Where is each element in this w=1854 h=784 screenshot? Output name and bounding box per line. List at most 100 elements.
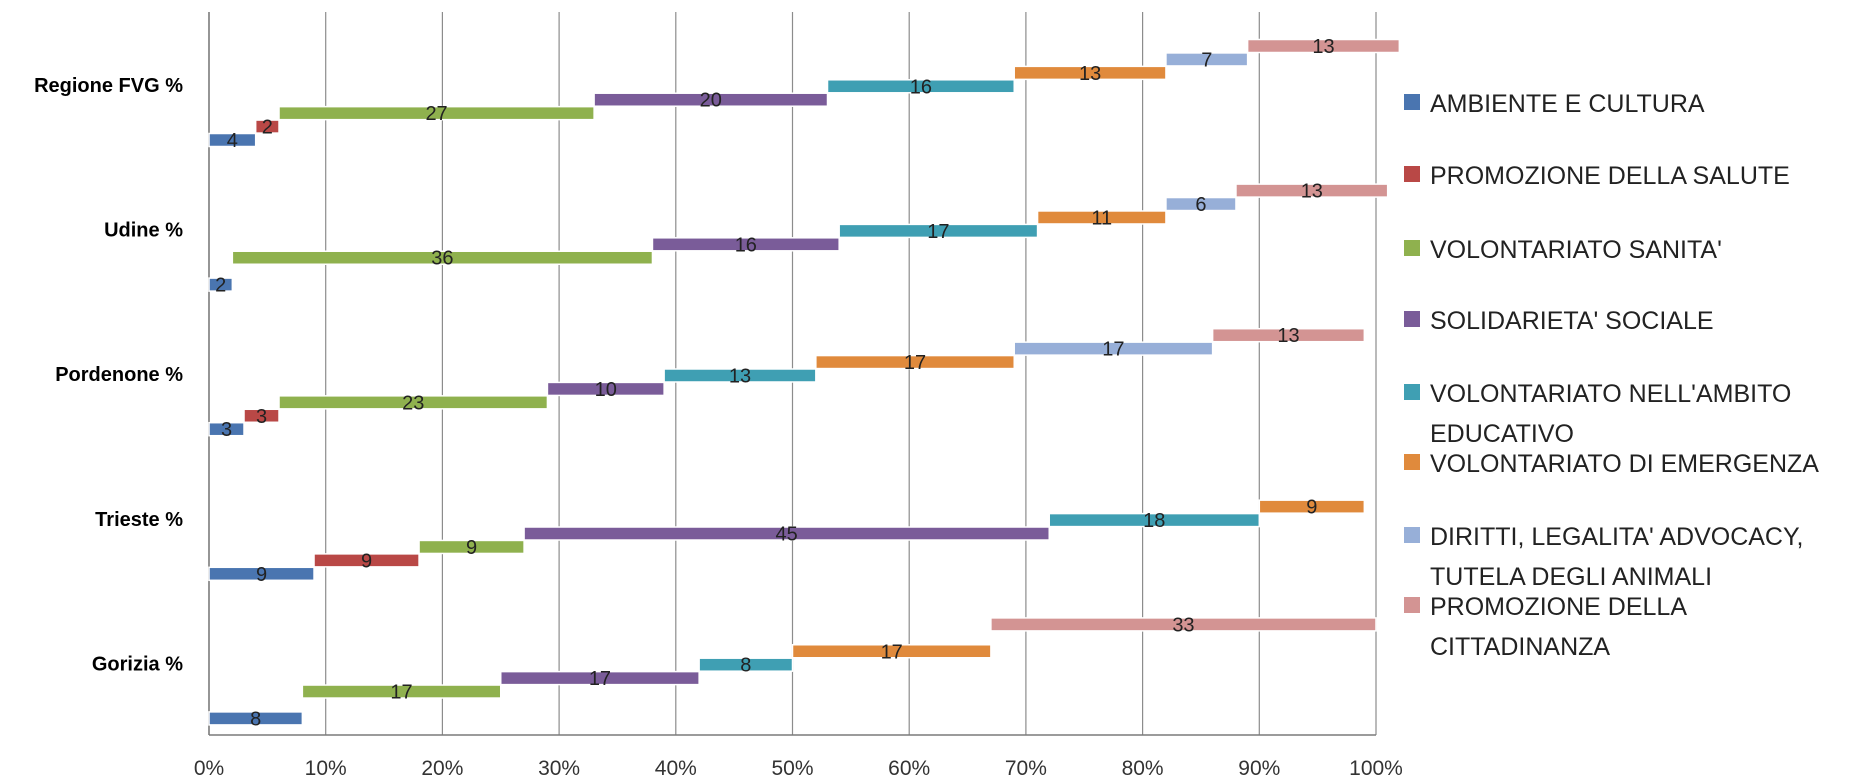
legend-label: VOLONTARIATO NELL'AMBITO [1430,380,1791,408]
bar-volontariato-nell-ambito-educativo [698,657,794,672]
data-label: 17 [881,641,903,663]
legend-item-ambiente-e-cultura: AMBIENTE E CULTURA [1404,90,1705,118]
category-label: Regione FVG % [34,75,183,97]
bar-ambiente-e-cultura [208,421,245,437]
legend-item-volontariato-sanita: VOLONTARIATO SANITA' [1404,236,1722,264]
bar-promozione-della-cittadinanza [1211,327,1366,343]
bar-volontariato-sanita [301,684,502,699]
bar-promozione-della-salute [313,553,420,568]
bar-ambiente-e-cultura [208,711,304,726]
data-label: 8 [250,708,261,730]
bar-promozione-della-cittadinanza [990,617,1377,632]
bar-solidarieta-sociale [523,526,1050,541]
bar-volontariato-di-emergenza [1013,65,1167,81]
x-tick-label: 90% [1238,757,1280,780]
data-label: 6 [1195,194,1206,216]
legend-label: VOLONTARIATO SANITA' [1430,236,1722,264]
data-label: 45 [776,524,798,546]
legend-item-promozione-della-salute: PROMOZIONE DELLA SALUTE [1404,162,1790,190]
data-label: 13 [1301,181,1323,203]
data-label: 18 [1143,510,1165,532]
legend-swatch [1404,597,1420,613]
bar-volontariato-nell-ambito-educativo [663,368,817,383]
legend-item-promozione-della-cittadinanza: PROMOZIONE DELLA CITTADINANZA [1404,593,1687,661]
data-label: 8 [740,655,751,677]
data-label: 17 [904,352,926,374]
data-label: 2 [262,117,273,139]
legend-label: PROMOZIONE DELLA [1430,593,1687,621]
bar-volontariato-nell-ambito-educativo [838,223,1039,239]
bar-diritti-legalita-advocacy-tutela-degli-animali [1165,52,1249,67]
bar-solidarieta-sociale [500,670,700,686]
x-tick-label: 30% [538,757,580,780]
legend-label: AMBIENTE E CULTURA [1430,90,1705,118]
data-label: 17 [927,221,949,243]
data-label: 17 [390,682,412,704]
data-label: 2 [215,275,226,297]
bar-diritti-legalita-advocacy-tutela-degli-animali [1013,341,1214,356]
data-label: 17 [589,668,611,690]
bar-volontariato-sanita [278,105,595,121]
data-label: 9 [361,550,372,572]
legend-swatch [1404,166,1420,182]
legend: AMBIENTE E CULTURA PROMOZIONE DELLA SALUT… [1404,90,1819,661]
legend-label: CITTADINANZA [1430,633,1610,661]
legend-item-diritti-legalita-advocacy-tutela-degli-animali: DIRITTI, LEGALITA' ADVOCACY, TUTELA DEGLI… [1404,523,1803,591]
data-label: 33 [1172,614,1194,636]
legend-label: DIRITTI, LEGALITA' ADVOCACY, [1430,523,1803,551]
bar-solidarieta-sociale [546,381,665,397]
legend-label: SOLIDARIETA' SOCIALE [1430,307,1714,335]
legend-swatch [1404,384,1420,400]
bar-ambiente-e-cultura [208,132,257,148]
bar-promozione-della-salute [254,119,280,134]
data-label: 13 [1277,325,1299,347]
legend-label: TUTELA DEGLI ANIMALI [1430,563,1712,591]
data-labels: 4227201613713236161711613332310131717139… [215,36,1335,730]
category-label: Trieste % [95,509,183,531]
x-tick-label: 100% [1349,757,1403,780]
bar-ambiente-e-cultura [208,277,234,292]
data-label: 4 [227,130,238,152]
data-label: 9 [1306,497,1317,519]
x-tick-label: 70% [1005,757,1047,780]
data-label: 20 [700,90,722,112]
bar-volontariato-sanita [418,539,525,555]
x-tick-label: 10% [305,757,347,780]
data-label: 13 [1312,36,1334,58]
x-tick-label: 80% [1122,757,1164,780]
bars [208,38,1401,726]
bar-promozione-della-salute [243,408,280,424]
bar-volontariato-sanita [278,395,549,410]
legend-label: EDUCATIVO [1430,420,1574,448]
x-tick-label: 20% [421,757,463,780]
bar-promozione-della-cittadinanza [1235,183,1389,198]
legend-item-volontariato-nell-ambito-educativo: VOLONTARIATO NELL'AMBITO EDUCATIVO [1404,380,1791,448]
legend-item-solidarieta-sociale: SOLIDARIETA' SOCIALE [1404,307,1714,335]
x-tick-label: 40% [655,757,697,780]
category-labels: Regione FVG % Udine % Pordenone % Trieste %… [34,75,183,675]
category-label: Pordenone % [55,364,183,386]
bar-volontariato-sanita [231,250,654,265]
data-label: 13 [1079,63,1101,85]
data-label: 17 [1102,339,1124,361]
bar-volontariato-di-emergenza [1036,210,1167,225]
x-tick-label: 0% [194,757,224,780]
legend-swatch [1404,240,1420,256]
bar-ambiente-e-cultura [208,566,315,582]
data-label: 16 [735,234,757,256]
data-label: 13 [729,365,751,387]
bar-volontariato-di-emergenza [791,644,992,659]
category-label: Gorizia % [92,653,183,675]
data-label: 10 [595,379,617,401]
category-label: Udine % [104,220,183,242]
legend-swatch [1404,454,1420,470]
bar-volontariato-nell-ambito-educativo [1048,512,1261,528]
data-label: 27 [425,103,447,125]
legend-swatch [1404,94,1420,110]
bar-solidarieta-sociale [651,237,840,252]
x-tick-label: 50% [771,757,813,780]
bar-volontariato-di-emergenza [1258,499,1366,514]
data-label: 23 [402,392,424,414]
bar-volontariato-nell-ambito-educativo [826,79,1015,94]
